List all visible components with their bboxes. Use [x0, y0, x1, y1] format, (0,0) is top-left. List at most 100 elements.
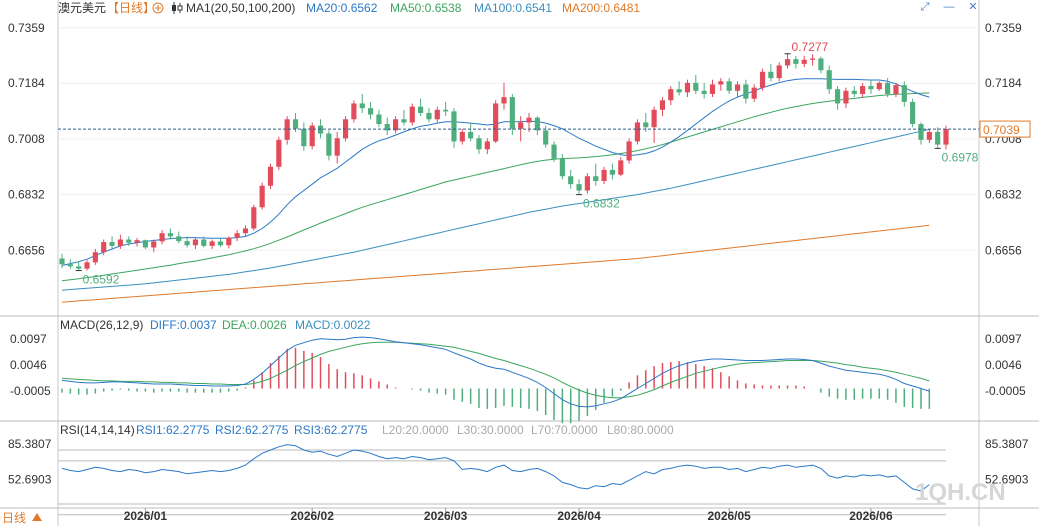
x-axis-label: 2026/01	[124, 509, 168, 523]
extreme-label: 0.6832	[583, 197, 620, 211]
price-axis-label-right: 0.7184	[985, 76, 1022, 90]
candle-down	[176, 236, 182, 242]
candle-up	[860, 86, 866, 94]
candle-down	[326, 133, 332, 156]
macd-axis-label-right: -0.0005	[985, 384, 1026, 398]
candle-down	[76, 266, 82, 269]
candle-down	[793, 59, 799, 64]
candle-down	[935, 131, 941, 145]
candle-down	[851, 90, 857, 94]
x-axis-label: 2026/02	[290, 509, 334, 523]
candle-up	[668, 89, 674, 101]
candle-down	[451, 111, 457, 142]
price-axis-label-left: 0.6832	[8, 188, 45, 202]
candle-up	[784, 59, 791, 66]
price-header: 澳元美元 【日线】 MA1(20,50,100,200) MA20:0.6562…	[58, 1, 640, 15]
candle-down	[918, 124, 924, 140]
expand-icon[interactable]: ⤢	[920, 1, 930, 13]
candle-up	[876, 82, 882, 90]
macd-hist-value: MACD:0.0022	[295, 318, 371, 332]
candle-up	[843, 90, 849, 104]
candle-down	[868, 86, 874, 90]
candle-up	[234, 233, 240, 238]
candle-down	[184, 241, 190, 246]
candle-up	[276, 139, 282, 167]
candle-up	[117, 239, 123, 246]
footer: 日线 1QH.CN	[2, 479, 1006, 525]
candle-up	[159, 233, 165, 242]
candle-up	[776, 65, 782, 79]
ma-indicator-label[interactable]: MA1(20,50,100,200)	[186, 1, 295, 15]
rsi1-value: RSI1:62.2775	[136, 423, 210, 437]
price-axis-label-right: 0.7359	[985, 21, 1022, 35]
price-axis-label-right: 0.6832	[985, 188, 1022, 202]
rsi-l70-value: L70:70.0000	[531, 423, 598, 437]
price-axis-label-left: 0.7184	[8, 76, 45, 90]
rsi-indicator-label[interactable]: RSI(14,14,14)	[60, 423, 135, 437]
candle-down	[67, 264, 73, 267]
candle-up	[943, 129, 949, 145]
rsi-l20-value: L20:20.0000	[382, 423, 449, 437]
candle-down	[559, 158, 565, 177]
candle-up	[926, 131, 932, 140]
candle-down	[768, 71, 774, 79]
candle-up	[101, 242, 107, 253]
candle-down	[509, 97, 515, 129]
price-axis-label-left: 0.7008	[8, 132, 45, 146]
last-price-label: 0.7039	[983, 123, 1020, 137]
candle-down	[826, 70, 832, 90]
rsi-axis-label-right: 52.6903	[985, 473, 1029, 487]
footer-period-label[interactable]: 日线	[2, 511, 26, 525]
candle-down	[576, 184, 582, 191]
candle-down	[676, 89, 682, 93]
price-axis-label-left: 0.6656	[8, 243, 45, 257]
candle-up	[209, 241, 215, 246]
period-selector[interactable]: 【日线】	[107, 1, 155, 15]
candle-up	[392, 119, 399, 131]
macd-axis-label-left: -0.0005	[10, 384, 51, 398]
rsi-axis-label-left: 85.3807	[8, 437, 52, 451]
macd-dea-value: DEA:0.0026	[222, 318, 287, 332]
candle-up	[92, 252, 98, 263]
close-icon[interactable]: ✕	[968, 1, 978, 13]
macd-indicator-label[interactable]: MACD(26,12,9)	[60, 318, 143, 332]
candle-up	[759, 71, 766, 88]
candle-down	[468, 131, 474, 139]
candle-up	[734, 84, 741, 91]
candle-down	[543, 130, 549, 145]
circle-plus-icon[interactable]	[152, 2, 164, 14]
triangle-up-icon[interactable]	[32, 513, 42, 521]
rsi-header: RSI(14,14,14) RSI1:62.2775 RSI2:62.2775 …	[60, 423, 674, 437]
extreme-label: 0.6978	[942, 150, 979, 164]
candle-down	[367, 108, 374, 115]
macd-diff-line	[61, 336, 930, 408]
rsi-l30-value: L30:30.0000	[457, 423, 524, 437]
candle-down	[167, 233, 174, 237]
candle-down	[301, 128, 307, 147]
candle-up	[493, 103, 499, 142]
candle-up	[634, 122, 641, 142]
price-axis-label-right: 0.6656	[985, 243, 1022, 257]
candle-down	[568, 176, 574, 185]
candle-up	[626, 141, 632, 161]
candle-up	[684, 82, 691, 93]
candle-up	[251, 207, 257, 229]
candle-down	[643, 122, 649, 128]
minimize-icon[interactable]: ―	[943, 1, 955, 13]
candles-layer	[59, 53, 949, 271]
candle-up	[334, 138, 340, 156]
x-axis-label: 2026/04	[557, 509, 601, 523]
candle-down	[426, 112, 432, 120]
macd-diff-value: DIFF:0.0037	[150, 318, 217, 332]
macd-axis-label-right: 0.0097	[985, 332, 1022, 346]
macd-dea-line	[61, 341, 930, 399]
candle-up	[192, 239, 199, 246]
candle-up	[284, 119, 290, 140]
candle-up	[267, 166, 274, 186]
candle-down	[743, 84, 749, 99]
candle-down	[401, 119, 407, 123]
candle-down	[534, 117, 540, 131]
macd-layer	[61, 336, 931, 424]
